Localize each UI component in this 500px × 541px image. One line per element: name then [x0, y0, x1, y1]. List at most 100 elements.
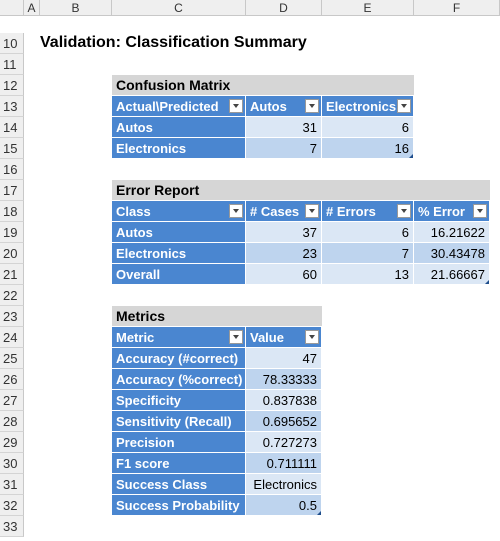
chevron-down-icon[interactable]	[229, 99, 243, 113]
row-header-14[interactable]: 14	[0, 117, 24, 138]
column-header-b[interactable]: B	[40, 0, 112, 16]
error-header-errors[interactable]: # Errors	[322, 201, 414, 222]
table-resize-handle[interactable]	[409, 154, 413, 158]
confusion-cell-electronics-autos[interactable]: 7	[246, 138, 322, 159]
metrics-value-accuracy-percent[interactable]: 78.33333	[246, 369, 322, 390]
column-header-d[interactable]: D	[246, 0, 322, 16]
metrics-value-sensitivity[interactable]: 0.695652	[246, 411, 322, 432]
error-row-label-overall[interactable]: Overall	[112, 264, 246, 285]
cell-value: 21.66667	[430, 267, 485, 282]
confusion-row-label-electronics[interactable]: Electronics	[112, 138, 246, 159]
chevron-down-icon[interactable]	[305, 99, 319, 113]
error-cell-overall-cases[interactable]: 60	[246, 264, 322, 285]
error-header-class[interactable]: Class	[112, 201, 246, 222]
row-header-33[interactable]: 33	[0, 516, 24, 537]
header-label: # Cases	[250, 204, 300, 219]
error-cell-autos-cases[interactable]: 37	[246, 222, 322, 243]
chevron-down-icon[interactable]	[229, 204, 243, 218]
row-header-28[interactable]: 28	[0, 411, 24, 432]
metrics-header-metric[interactable]: Metric	[112, 327, 246, 348]
metrics-label-accuracy-count[interactable]: Accuracy (#correct)	[112, 348, 246, 369]
error-row-label-autos[interactable]: Autos	[112, 222, 246, 243]
chevron-down-icon[interactable]	[229, 330, 243, 344]
metrics-label-sensitivity[interactable]: Sensitivity (Recall)	[112, 411, 246, 432]
row-header-19[interactable]: 19	[0, 222, 24, 243]
row-header-25[interactable]: 25	[0, 348, 24, 369]
header-label: Electronics	[326, 99, 397, 114]
error-header-cases[interactable]: # Cases	[246, 201, 322, 222]
row-header-29[interactable]: 29	[0, 432, 24, 453]
header-label: Metric	[116, 330, 155, 345]
error-header-percent[interactable]: % Error	[414, 201, 490, 222]
error-cell-electronics-errors[interactable]: 7	[322, 243, 414, 264]
row-header-10[interactable]: 10	[0, 33, 24, 54]
row-header-23[interactable]: 23	[0, 306, 24, 327]
table-resize-handle[interactable]	[485, 280, 489, 284]
error-cell-autos-percent[interactable]: 16.21622	[414, 222, 490, 243]
column-header-f[interactable]: F	[414, 0, 500, 16]
confusion-header-autos[interactable]: Autos	[246, 96, 322, 117]
row-header-22[interactable]: 22	[0, 285, 24, 306]
row-header-11[interactable]: 11	[0, 54, 24, 75]
cell-value: 0.5	[298, 498, 317, 513]
header-label: # Errors	[326, 204, 376, 219]
row-header-24[interactable]: 24	[0, 327, 24, 348]
metrics-value-accuracy-count[interactable]: 47	[246, 348, 322, 369]
metrics-value-specificity[interactable]: 0.837838	[246, 390, 322, 411]
select-all-corner[interactable]	[0, 0, 24, 16]
metrics-header-value[interactable]: Value	[246, 327, 322, 348]
confusion-cell-autos-autos[interactable]: 31	[246, 117, 322, 138]
row-header-26[interactable]: 26	[0, 369, 24, 390]
metrics-label-specificity[interactable]: Specificity	[112, 390, 246, 411]
cell-value: 16	[394, 141, 409, 156]
row-header-21[interactable]: 21	[0, 264, 24, 285]
row-header-27[interactable]: 27	[0, 390, 24, 411]
error-cell-overall-percent[interactable]: 21.66667	[414, 264, 490, 285]
row-header-31[interactable]: 31	[0, 474, 24, 495]
column-header-e[interactable]: E	[322, 0, 414, 16]
row-header-30[interactable]: 30	[0, 453, 24, 474]
row-header-20[interactable]: 20	[0, 243, 24, 264]
confusion-header-electronics[interactable]: Electronics	[322, 96, 414, 117]
row-header-18[interactable]: 18	[0, 201, 24, 222]
confusion-header-actual-predicted[interactable]: Actual\Predicted	[112, 96, 246, 117]
header-label: % Error	[418, 204, 465, 219]
confusion-cell-autos-electronics[interactable]: 6	[322, 117, 414, 138]
confusion-row-label-autos[interactable]: Autos	[112, 117, 246, 138]
header-label: Actual\Predicted	[116, 99, 219, 114]
column-header-a[interactable]: A	[24, 0, 40, 16]
chevron-down-icon[interactable]	[397, 99, 411, 113]
metrics-value-success-class[interactable]: Electronics	[246, 474, 322, 495]
error-report-title[interactable]: Error Report	[112, 180, 490, 201]
row-header-12[interactable]: 12	[0, 75, 24, 96]
error-row-label-electronics[interactable]: Electronics	[112, 243, 246, 264]
error-cell-electronics-cases[interactable]: 23	[246, 243, 322, 264]
error-cell-overall-errors[interactable]: 13	[322, 264, 414, 285]
row-header-16[interactable]: 16	[0, 159, 24, 180]
metrics-label-accuracy-percent[interactable]: Accuracy (%correct)	[112, 369, 246, 390]
row-header-17[interactable]: 17	[0, 180, 24, 201]
table-resize-handle[interactable]	[317, 511, 321, 515]
row-header-15[interactable]: 15	[0, 138, 24, 159]
metrics-label-success-class[interactable]: Success Class	[112, 474, 246, 495]
confusion-cell-electronics-electronics[interactable]: 16	[322, 138, 414, 159]
metrics-label-success-probability[interactable]: Success Probability	[112, 495, 246, 516]
metrics-value-success-probability[interactable]: 0.5	[246, 495, 322, 516]
metrics-value-f1[interactable]: 0.711111	[246, 453, 322, 474]
column-header-c[interactable]: C	[112, 0, 246, 16]
metrics-label-precision[interactable]: Precision	[112, 432, 246, 453]
page-title[interactable]: Validation: Classification Summary	[40, 34, 307, 51]
chevron-down-icon[interactable]	[397, 204, 411, 218]
metrics-label-f1[interactable]: F1 score	[112, 453, 246, 474]
error-cell-electronics-percent[interactable]: 30.43478	[414, 243, 490, 264]
chevron-down-icon[interactable]	[305, 330, 319, 344]
chevron-down-icon[interactable]	[305, 204, 319, 218]
error-cell-autos-errors[interactable]: 6	[322, 222, 414, 243]
row-header-32[interactable]: 32	[0, 495, 24, 516]
metrics-title[interactable]: Metrics	[112, 306, 322, 327]
row-header-13[interactable]: 13	[0, 96, 24, 117]
confusion-matrix-title[interactable]: Confusion Matrix	[112, 75, 414, 96]
metrics-value-precision[interactable]: 0.727273	[246, 432, 322, 453]
chevron-down-icon[interactable]	[473, 204, 487, 218]
